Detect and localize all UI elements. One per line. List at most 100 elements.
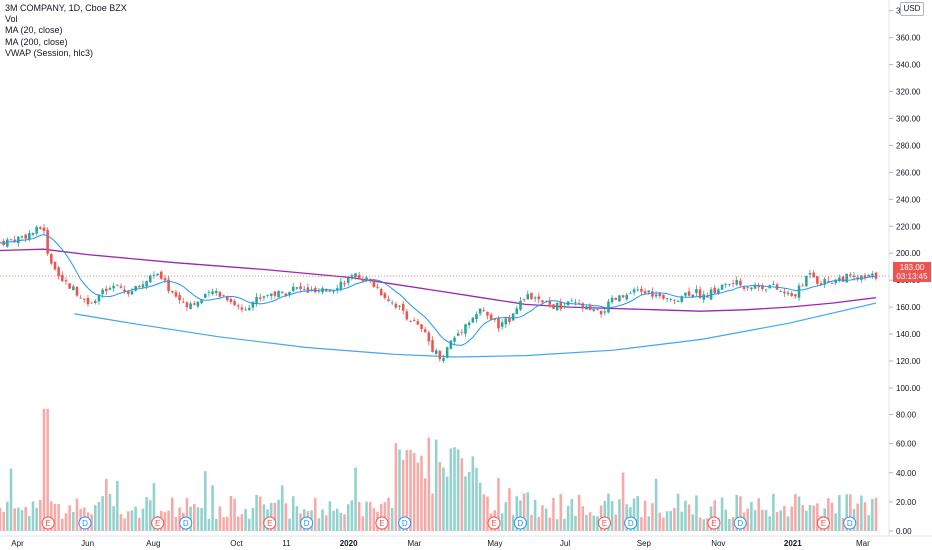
dividend-marker[interactable]: D: [513, 516, 527, 530]
volume-bar: [522, 493, 526, 531]
indicator-volume[interactable]: Vol: [5, 14, 18, 25]
candle-body: [614, 297, 618, 300]
volume-bar: [533, 499, 537, 531]
volume-bar: [53, 504, 57, 531]
volume-bar: [50, 501, 53, 531]
volume-bar: [632, 498, 636, 531]
volume-bar: [251, 508, 255, 531]
price-tick-label: 320.00: [896, 88, 921, 97]
event-marker-label: D: [517, 519, 523, 528]
candle-body: [750, 287, 753, 290]
dividend-marker[interactable]: D: [179, 516, 193, 530]
volume-bar: [636, 496, 640, 531]
candle-body: [464, 324, 467, 334]
dividend-marker[interactable]: D: [624, 516, 638, 530]
volume-bar: [581, 506, 585, 531]
event-marker-circle: [179, 516, 193, 530]
volume-bar: [544, 508, 548, 531]
candle-body: [731, 283, 735, 284]
dividend-marker[interactable]: D: [733, 516, 747, 530]
candle-body: [196, 301, 200, 307]
candle-body: [687, 291, 691, 296]
candle-body: [797, 285, 801, 298]
indicator-ma20[interactable]: MA (20, close): [5, 25, 63, 36]
earnings-marker[interactable]: E: [707, 516, 721, 530]
candle-body: [83, 298, 86, 300]
price-tick-label: 300.00: [896, 114, 921, 123]
candle-body: [625, 294, 629, 300]
candle-body: [156, 273, 159, 276]
volume-bar: [805, 510, 808, 531]
volume-bar: [541, 505, 544, 531]
volume-bar: [775, 512, 779, 531]
candle-body: [2, 240, 5, 246]
candle-body: [383, 293, 387, 298]
candle-body: [570, 300, 574, 302]
ma200-line: [0, 248, 877, 312]
volume-bar: [72, 512, 75, 531]
time-tick-label: May: [487, 539, 502, 548]
volume-bar: [222, 517, 225, 531]
candle-body: [123, 289, 126, 292]
earnings-marker[interactable]: E: [263, 516, 277, 530]
volume-bar: [548, 517, 552, 531]
event-marker-circle: [263, 516, 277, 530]
candle-body: [159, 271, 163, 279]
candle-body: [581, 303, 585, 309]
candle-body: [405, 311, 409, 320]
dividend-marker[interactable]: D: [843, 516, 857, 530]
volume-bar: [207, 518, 211, 531]
price-tick-label: 260.00: [896, 168, 921, 177]
candle-body: [431, 340, 434, 352]
candle-body: [174, 292, 178, 297]
volume-bar: [720, 497, 724, 531]
earnings-marker[interactable]: E: [151, 516, 165, 530]
volume-bar: [138, 517, 141, 531]
earnings-marker[interactable]: E: [41, 516, 55, 530]
candle-body: [94, 300, 97, 303]
currency-button[interactable]: USD: [900, 2, 924, 16]
candle-body: [332, 290, 335, 292]
volume-bar: [152, 483, 156, 531]
chart-legend: 3M COMPANY, 1D, Cboe BZX Vol MA (20, clo…: [5, 3, 127, 59]
volume-bar: [827, 498, 830, 531]
candle-body: [178, 294, 181, 301]
candle-body: [698, 289, 702, 299]
candle-body: [489, 314, 493, 320]
dividend-marker[interactable]: D: [300, 516, 314, 530]
volume-bar: [346, 504, 350, 531]
volume-bar: [405, 450, 409, 531]
candle-body: [28, 233, 31, 240]
volume-bar: [871, 499, 874, 531]
earnings-marker[interactable]: E: [487, 516, 501, 530]
candle-body: [827, 280, 830, 282]
volume-bar: [357, 501, 361, 531]
price-tick-label: 160.00: [896, 303, 921, 312]
dividend-marker[interactable]: D: [78, 516, 92, 530]
event-marker-label: D: [183, 519, 189, 528]
volume-bar: [603, 500, 607, 531]
volume-bar: [790, 506, 793, 531]
candle-body: [138, 286, 141, 288]
volume-bar: [577, 494, 581, 531]
candle-body: [50, 254, 53, 264]
event-marker-label: E: [821, 519, 826, 528]
event-marker-circle: [707, 516, 721, 530]
volume-bar: [849, 494, 852, 531]
earnings-marker[interactable]: E: [597, 516, 611, 530]
candle-body: [273, 291, 277, 296]
candle-body: [339, 281, 343, 290]
indicator-vwap[interactable]: VWAP (Session, hlc3): [5, 47, 94, 58]
dividend-marker[interactable]: D: [398, 516, 412, 530]
indicator-ma200[interactable]: MA (200, close): [5, 36, 68, 47]
event-marker-label: D: [304, 519, 310, 528]
volume-bar: [420, 455, 423, 531]
candle-body: [486, 311, 489, 316]
volume-bar: [401, 459, 405, 531]
symbol-title[interactable]: 3M COMPANY, 1D, Cboe BZX: [5, 3, 127, 13]
earnings-marker[interactable]: E: [375, 516, 389, 530]
earnings-marker[interactable]: E: [816, 516, 830, 530]
candle-body: [280, 291, 284, 293]
